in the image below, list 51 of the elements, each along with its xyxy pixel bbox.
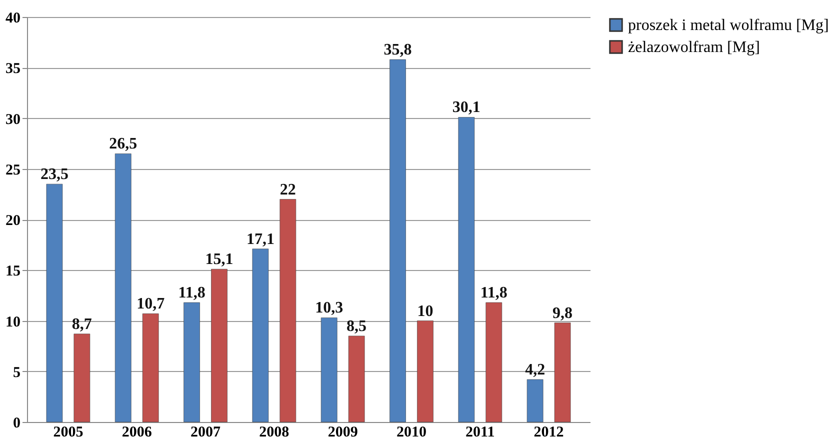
bar [320, 318, 338, 422]
x-tick-label: 2010 [396, 424, 426, 440]
bar [211, 268, 228, 422]
data-label: 17,1 [246, 230, 274, 248]
y-tick-label: 15 [6, 264, 20, 280]
bar [280, 199, 296, 422]
bar [46, 184, 63, 422]
data-label: 11,8 [480, 284, 508, 302]
y-tick-label: 35 [6, 61, 20, 78]
bar [554, 322, 571, 422]
x-tick-label: 2011 [466, 424, 495, 440]
data-label: 9,8 [552, 304, 573, 322]
y-tick-label: 30 [6, 112, 20, 128]
x-tick-label: 2008 [259, 424, 290, 440]
bar [74, 334, 90, 422]
bar [390, 59, 406, 422]
bar [252, 248, 269, 422]
bar [417, 320, 434, 422]
bar [348, 336, 365, 422]
data-label: 10,3 [315, 300, 344, 317]
data-label: 26,5 [109, 136, 138, 153]
bar [114, 154, 132, 422]
data-label: 22 [280, 181, 296, 198]
x-tick-label: 2012 [534, 424, 564, 440]
y-tick-label: 5 [13, 364, 20, 381]
x-tick-label: 2006 [122, 424, 152, 440]
data-label: 10,7 [136, 296, 165, 313]
bar [486, 302, 502, 422]
data-label: 4,2 [525, 361, 546, 378]
data-label: 30,1 [452, 99, 480, 116]
y-tick-label: 20 [6, 213, 20, 229]
data-label: 11,8 [178, 284, 206, 302]
data-label: 15,1 [205, 251, 234, 268]
data-label: 10 [417, 302, 434, 320]
x-tick-label: 2007 [190, 424, 222, 440]
y-tick-label: 0 [13, 416, 20, 432]
y-tick-label: 40 [6, 10, 20, 26]
y-tick-label: 25 [6, 162, 20, 178]
x-tick-label: 2005 [53, 424, 84, 440]
data-label: 8,7 [72, 316, 92, 333]
legend-label: żelazowolfram [Mg] [628, 39, 760, 56]
legend-label: proszek i metal wolframu [Mg] [628, 17, 829, 34]
data-label: 8,5 [346, 318, 367, 335]
bar [458, 117, 475, 422]
x-tick-label: 2009 [328, 424, 358, 440]
bar [184, 302, 200, 422]
bar [526, 379, 544, 422]
bar [142, 314, 159, 422]
y-tick-label: 10 [6, 314, 20, 330]
data-label: 35,8 [384, 42, 412, 59]
data-label: 23,5 [40, 166, 68, 184]
